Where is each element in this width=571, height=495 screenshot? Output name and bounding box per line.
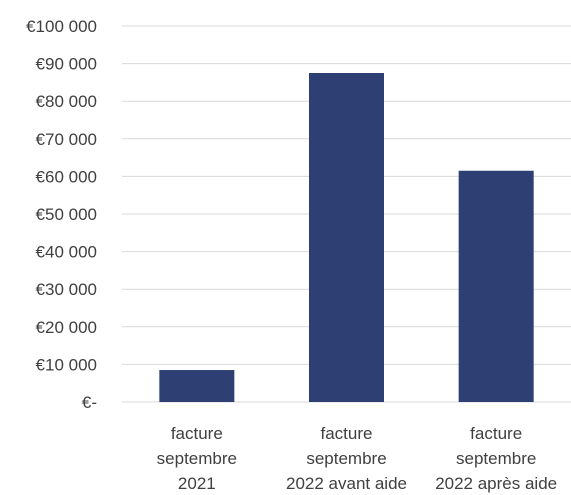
bars (159, 73, 534, 402)
y-tick-label: €60 000 (36, 167, 97, 186)
y-tick-label: €50 000 (36, 205, 97, 224)
x-category-label-line: 2021 (178, 474, 216, 493)
y-tick-label: €80 000 (36, 92, 97, 111)
x-category-label: facture septembre 2021 (157, 424, 237, 493)
x-category-label-line: facture (171, 424, 223, 443)
y-tick-label: €10 000 (36, 355, 97, 374)
x-category-label-line: 2022 après aide (435, 474, 557, 493)
y-tick-label: €30 000 (36, 280, 97, 299)
x-category-label-line: septembre (306, 449, 386, 468)
y-tick-label: €90 000 (36, 55, 97, 74)
x-category-label: facture septembre 2022 après aide (435, 424, 557, 493)
bar (458, 170, 534, 402)
y-axis-tick-labels: €- €10 000 €20 000 €30 000 €40 000 €50 000 €60… (26, 17, 97, 412)
y-tick-label: €40 000 (36, 243, 97, 262)
x-category-label: facture septembre 2022 avant aide (286, 424, 407, 493)
bar (159, 370, 235, 402)
x-category-label-line: 2022 avant aide (286, 474, 407, 493)
y-tick-label: €20 000 (36, 318, 97, 337)
x-category-label-line: facture (321, 424, 373, 443)
x-axis-category-labels: facture septembre 2021 facture septembre 2022… (157, 424, 557, 493)
y-tick-label: €100 000 (26, 17, 97, 36)
y-tick-label: €- (82, 393, 97, 412)
x-category-label-line: septembre (456, 449, 536, 468)
y-tick-label: €70 000 (36, 130, 97, 149)
bar (309, 73, 384, 402)
x-category-label-line: facture (470, 424, 522, 443)
x-category-label-line: septembre (157, 449, 237, 468)
